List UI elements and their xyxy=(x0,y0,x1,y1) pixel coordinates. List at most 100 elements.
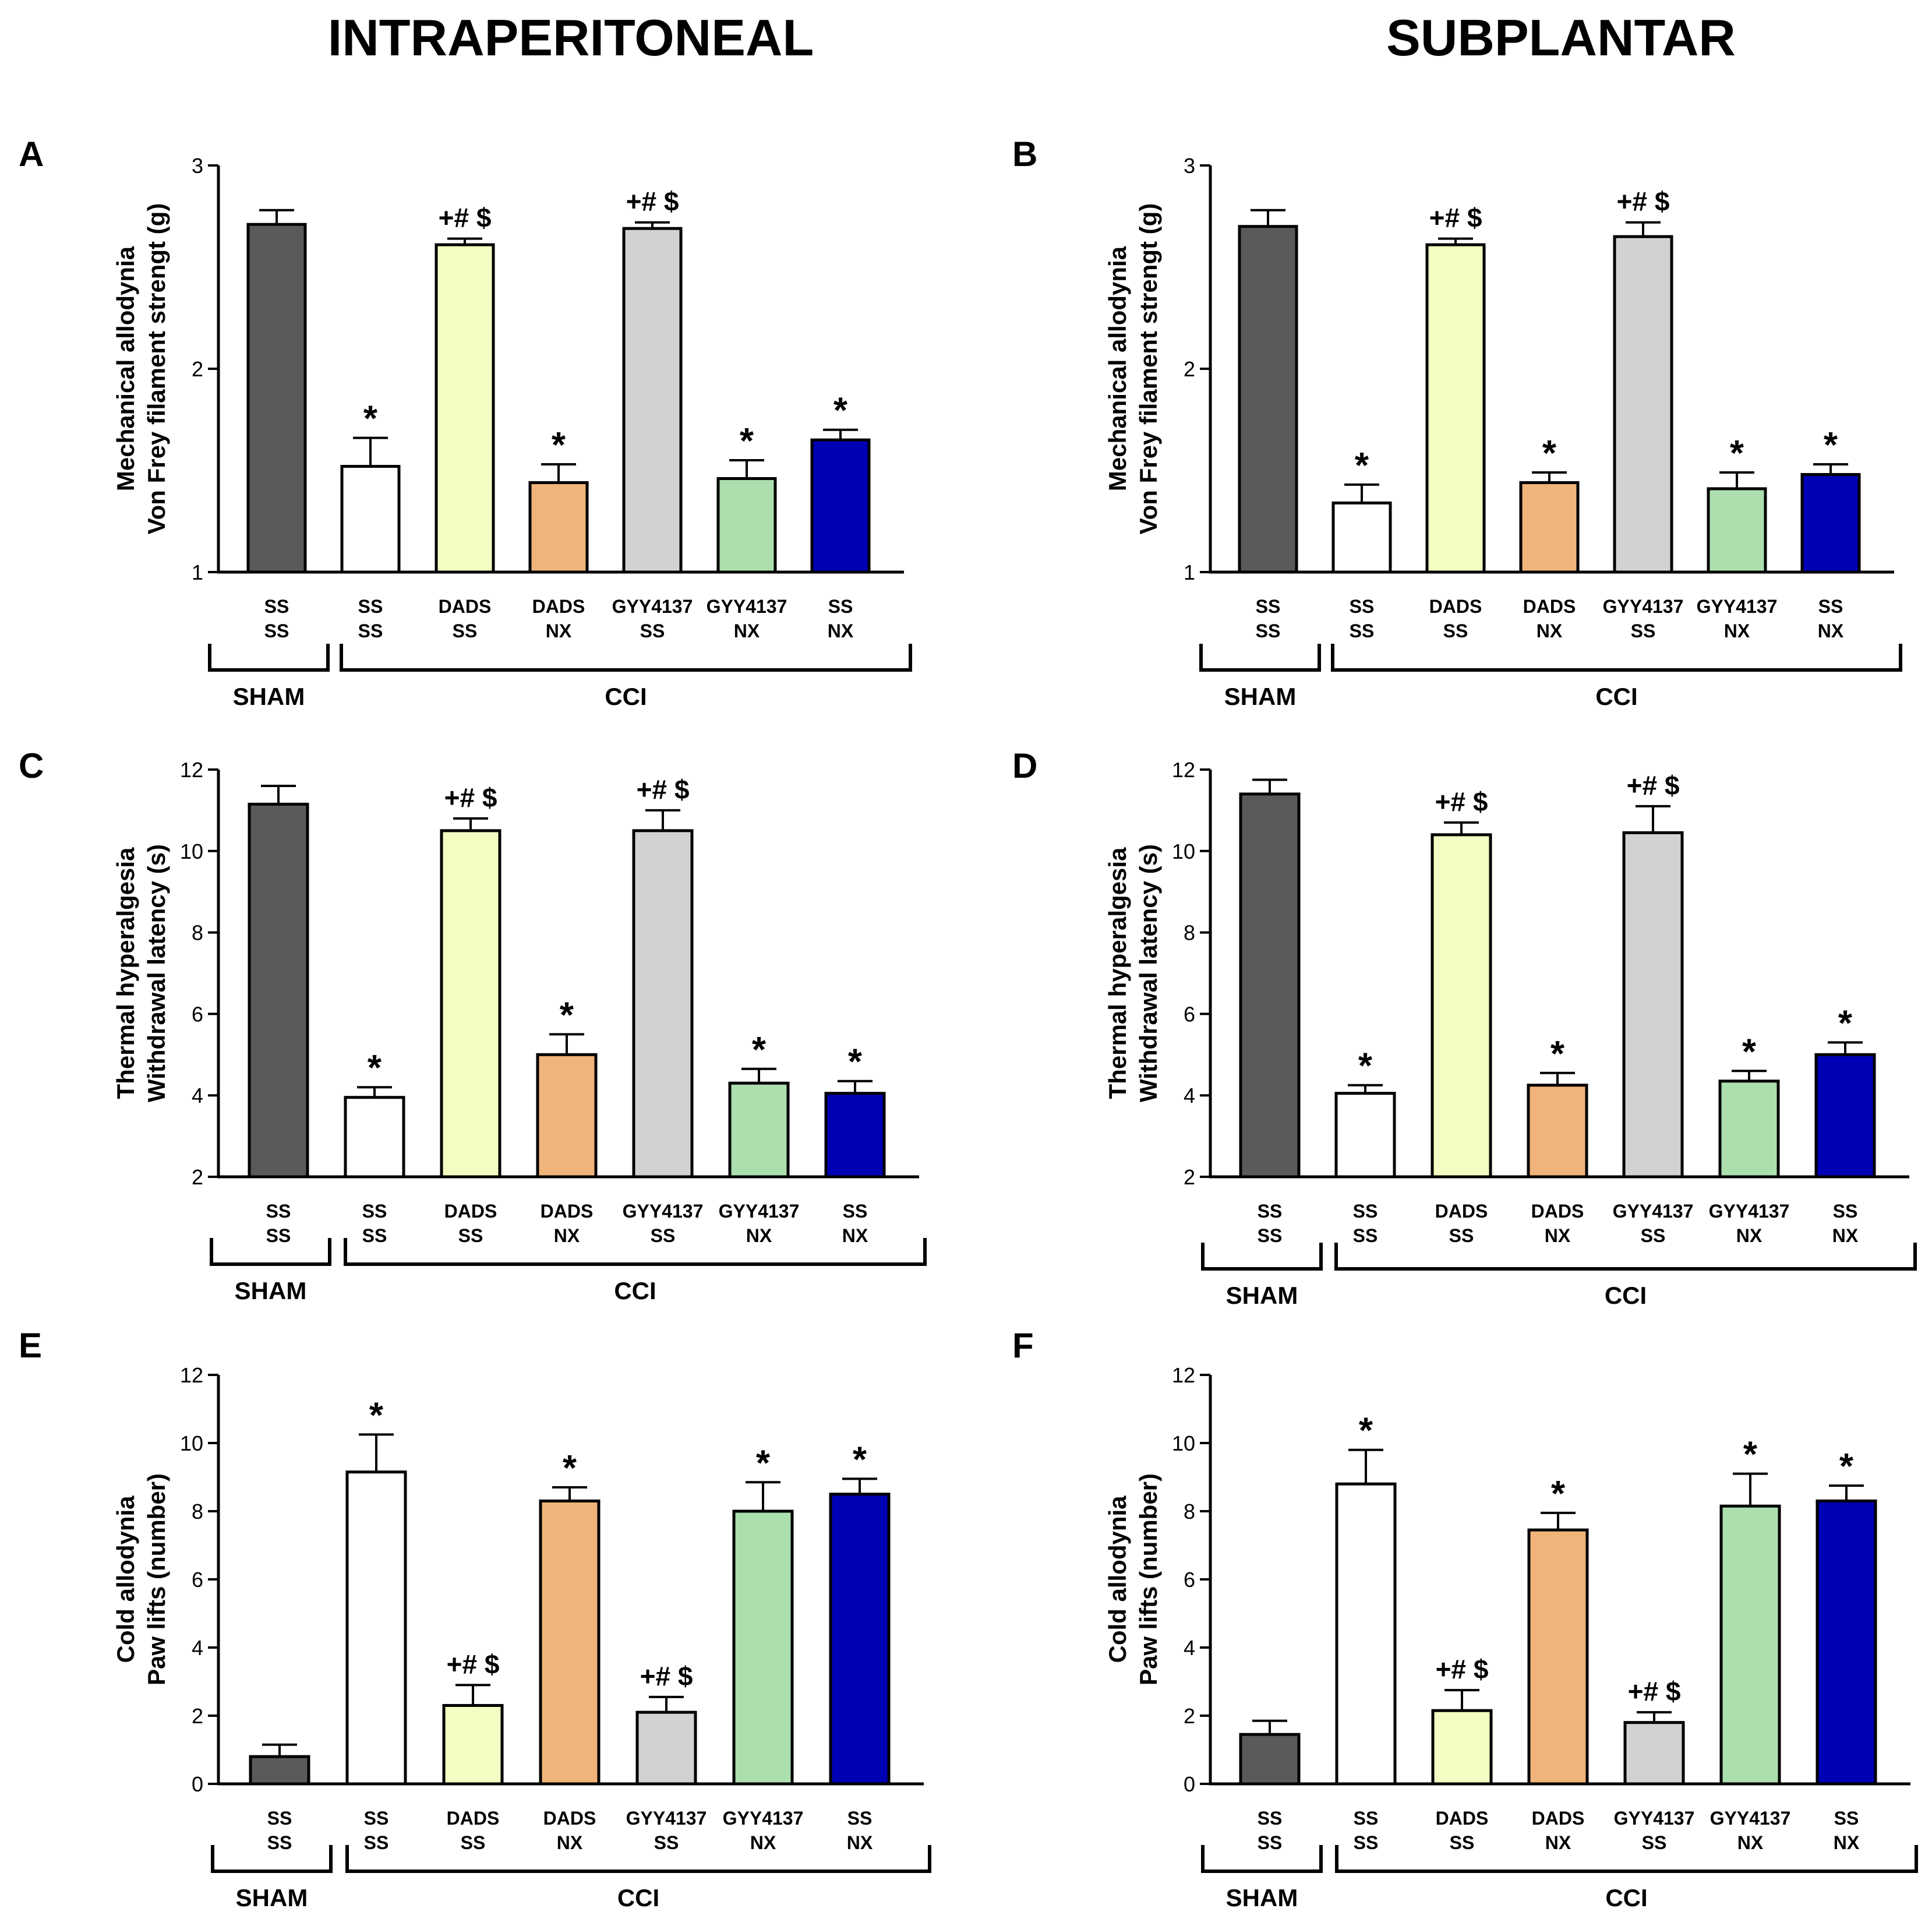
bar xyxy=(810,438,871,574)
chart-panel-e: E 0 2 4 6 8 10 12 Cold allodynia Paw lifts (numbe… xyxy=(19,1326,931,1911)
category-label: NX xyxy=(746,1225,772,1246)
group-bracket-cci xyxy=(1335,1845,1918,1873)
category-label: SS xyxy=(640,620,665,641)
bar xyxy=(716,477,777,574)
category-label: NX xyxy=(828,620,854,641)
category-label: GYY4137 xyxy=(723,1808,804,1829)
category-label: GYY4137 xyxy=(612,596,693,617)
category-label: SS xyxy=(453,620,478,641)
group-label-sham: SHAM xyxy=(1224,683,1297,710)
group-label-cci: CCI xyxy=(617,1884,659,1911)
significance-label: +# $ xyxy=(640,1661,693,1691)
bar xyxy=(1800,472,1861,574)
chart-panel-f: F 0 2 4 6 8 10 12 Cold allodynia Paw lifts (numbe… xyxy=(1012,1326,1918,1911)
bar xyxy=(1238,225,1298,574)
y-axis-label: Cold allodynia xyxy=(1104,1495,1131,1663)
category-label: SS xyxy=(364,1832,389,1853)
category-label: GYY4137 xyxy=(1603,596,1684,617)
significance-label: * xyxy=(752,1030,767,1070)
group-label-cci: CCI xyxy=(605,683,647,710)
bar xyxy=(1239,792,1301,1179)
y-axis-label: Von Frey filament strengt (g) xyxy=(143,203,170,535)
category-label: SS xyxy=(1350,596,1375,617)
bar xyxy=(1519,481,1580,574)
category-label: SS xyxy=(364,1808,389,1829)
y-axis-label: Mechanical allodynia xyxy=(1104,246,1131,491)
significance-label: * xyxy=(1839,1447,1854,1487)
significance-label: * xyxy=(848,1042,863,1082)
category-label: NX xyxy=(1818,620,1844,641)
y-tick-label: 2 xyxy=(192,1704,203,1728)
significance-label: * xyxy=(1742,1032,1757,1072)
significance-label: * xyxy=(1542,433,1557,474)
category-label: SS xyxy=(1353,1225,1378,1246)
significance-label: +# $ xyxy=(1429,203,1482,233)
chart-panel-c: C 2 4 6 8 10 12 Thermal hyperalgesia Withdrawal … xyxy=(19,746,927,1304)
y-tick-label: 4 xyxy=(192,1636,203,1660)
significance-label: * xyxy=(1358,1046,1373,1087)
category-label: SS xyxy=(651,1225,676,1246)
significance-label: +# $ xyxy=(1435,786,1488,817)
significance-label: * xyxy=(1551,1474,1566,1514)
y-tick-label: 12 xyxy=(180,1363,203,1387)
category-label: SS xyxy=(264,596,289,617)
category-label: DADS xyxy=(447,1808,500,1829)
category-label: SS xyxy=(1258,1225,1283,1246)
bar xyxy=(824,1092,886,1179)
bar xyxy=(344,1096,405,1179)
group-label-cci: CCI xyxy=(1605,1884,1647,1911)
bar xyxy=(635,1710,697,1786)
category-label: SS xyxy=(1834,1808,1859,1829)
bar xyxy=(1613,235,1673,574)
category-label: SS xyxy=(1353,1201,1378,1222)
group-label-cci: CCI xyxy=(1595,683,1637,710)
y-axis-label: Withdrawal latency (s) xyxy=(143,844,170,1102)
bar xyxy=(1622,831,1684,1179)
category-label: SS xyxy=(1258,1832,1283,1853)
bar xyxy=(1527,1528,1589,1786)
bar xyxy=(1335,1482,1397,1786)
category-label: SS xyxy=(358,596,383,617)
group-bracket-cci xyxy=(1334,1243,1917,1271)
bar xyxy=(539,1499,601,1786)
y-tick-label: 6 xyxy=(1184,1568,1195,1592)
category-label: DADS xyxy=(1532,1808,1585,1829)
significance-label: * xyxy=(1838,1003,1853,1043)
category-label: DADS xyxy=(444,1201,497,1222)
category-label: DADS xyxy=(1436,1808,1489,1829)
column-title-subplantar: SUBPLANTAR xyxy=(1386,9,1736,66)
category-label: GYY4137 xyxy=(1710,1808,1791,1829)
category-label: SS xyxy=(847,1808,873,1829)
significance-label: +# $ xyxy=(637,774,690,805)
category-label: NX xyxy=(750,1832,776,1853)
bar xyxy=(1527,1084,1588,1179)
category-label: NX xyxy=(1834,1832,1860,1853)
bar xyxy=(246,223,307,574)
category-label: SS xyxy=(266,1201,291,1222)
column-title-intraperitoneal: INTRAPERITONEAL xyxy=(328,9,814,66)
category-label: NX xyxy=(1537,620,1563,641)
group-label-cci: CCI xyxy=(614,1277,656,1304)
category-label: NX xyxy=(1832,1225,1859,1246)
category-label: NX xyxy=(1736,1225,1763,1246)
category-label: SS xyxy=(267,1832,292,1853)
chart-panel-a: A 1 2 3 Mechanical allodynia Von Frey filamen… xyxy=(19,135,912,710)
bar xyxy=(248,802,309,1179)
significance-label: +# $ xyxy=(439,203,492,233)
y-axis-label: Von Frey filament strengt (g) xyxy=(1135,203,1162,535)
category-label: GYY4137 xyxy=(626,1808,707,1829)
y-tick-label: 2 xyxy=(1184,1165,1195,1189)
category-label: SS xyxy=(843,1201,868,1222)
bar xyxy=(728,1081,790,1179)
category-label: GYY4137 xyxy=(623,1201,704,1222)
bar xyxy=(732,1509,794,1786)
y-tick-label: 2 xyxy=(192,357,203,381)
y-tick-label: 2 xyxy=(192,1165,203,1189)
bar xyxy=(528,481,589,574)
significance-label: * xyxy=(740,421,754,461)
category-label: SS xyxy=(1258,1808,1283,1829)
category-label: GYY4137 xyxy=(1709,1201,1790,1222)
category-label: NX xyxy=(546,620,572,641)
category-label: SS xyxy=(1256,596,1281,617)
significance-label: * xyxy=(1743,1435,1758,1475)
